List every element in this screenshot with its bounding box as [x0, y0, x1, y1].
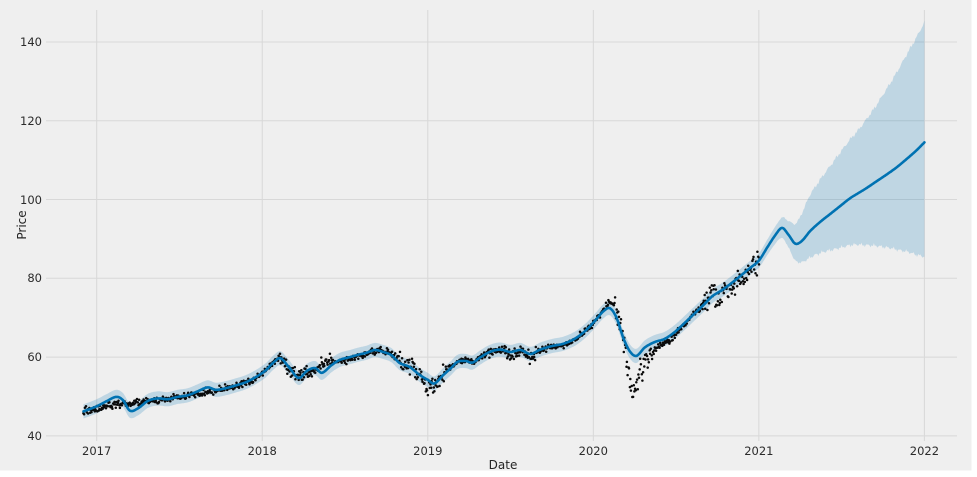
y-tick-label-80: 80: [27, 271, 42, 286]
y-tick-label-40: 40: [27, 428, 42, 443]
y-tick-label-100: 100: [20, 192, 42, 207]
x-tick-label-2019: 2019: [413, 444, 443, 458]
x-tick-label-2017: 2017: [82, 444, 112, 458]
y-tick-label-120: 120: [20, 113, 42, 128]
x-tick-label-2020: 2020: [578, 444, 608, 458]
x-axis-label: Date: [488, 458, 518, 472]
y-axis-label: Price: [15, 210, 29, 240]
x-tick-label-2022: 2022: [909, 444, 940, 458]
forecast-line: [82, 141, 926, 413]
x-tick-label-2021: 2021: [744, 444, 774, 458]
y-tick-label-60: 60: [27, 350, 42, 365]
x-tick-label-2018: 2018: [247, 444, 277, 458]
y-tick-label-140: 140: [20, 35, 42, 49]
